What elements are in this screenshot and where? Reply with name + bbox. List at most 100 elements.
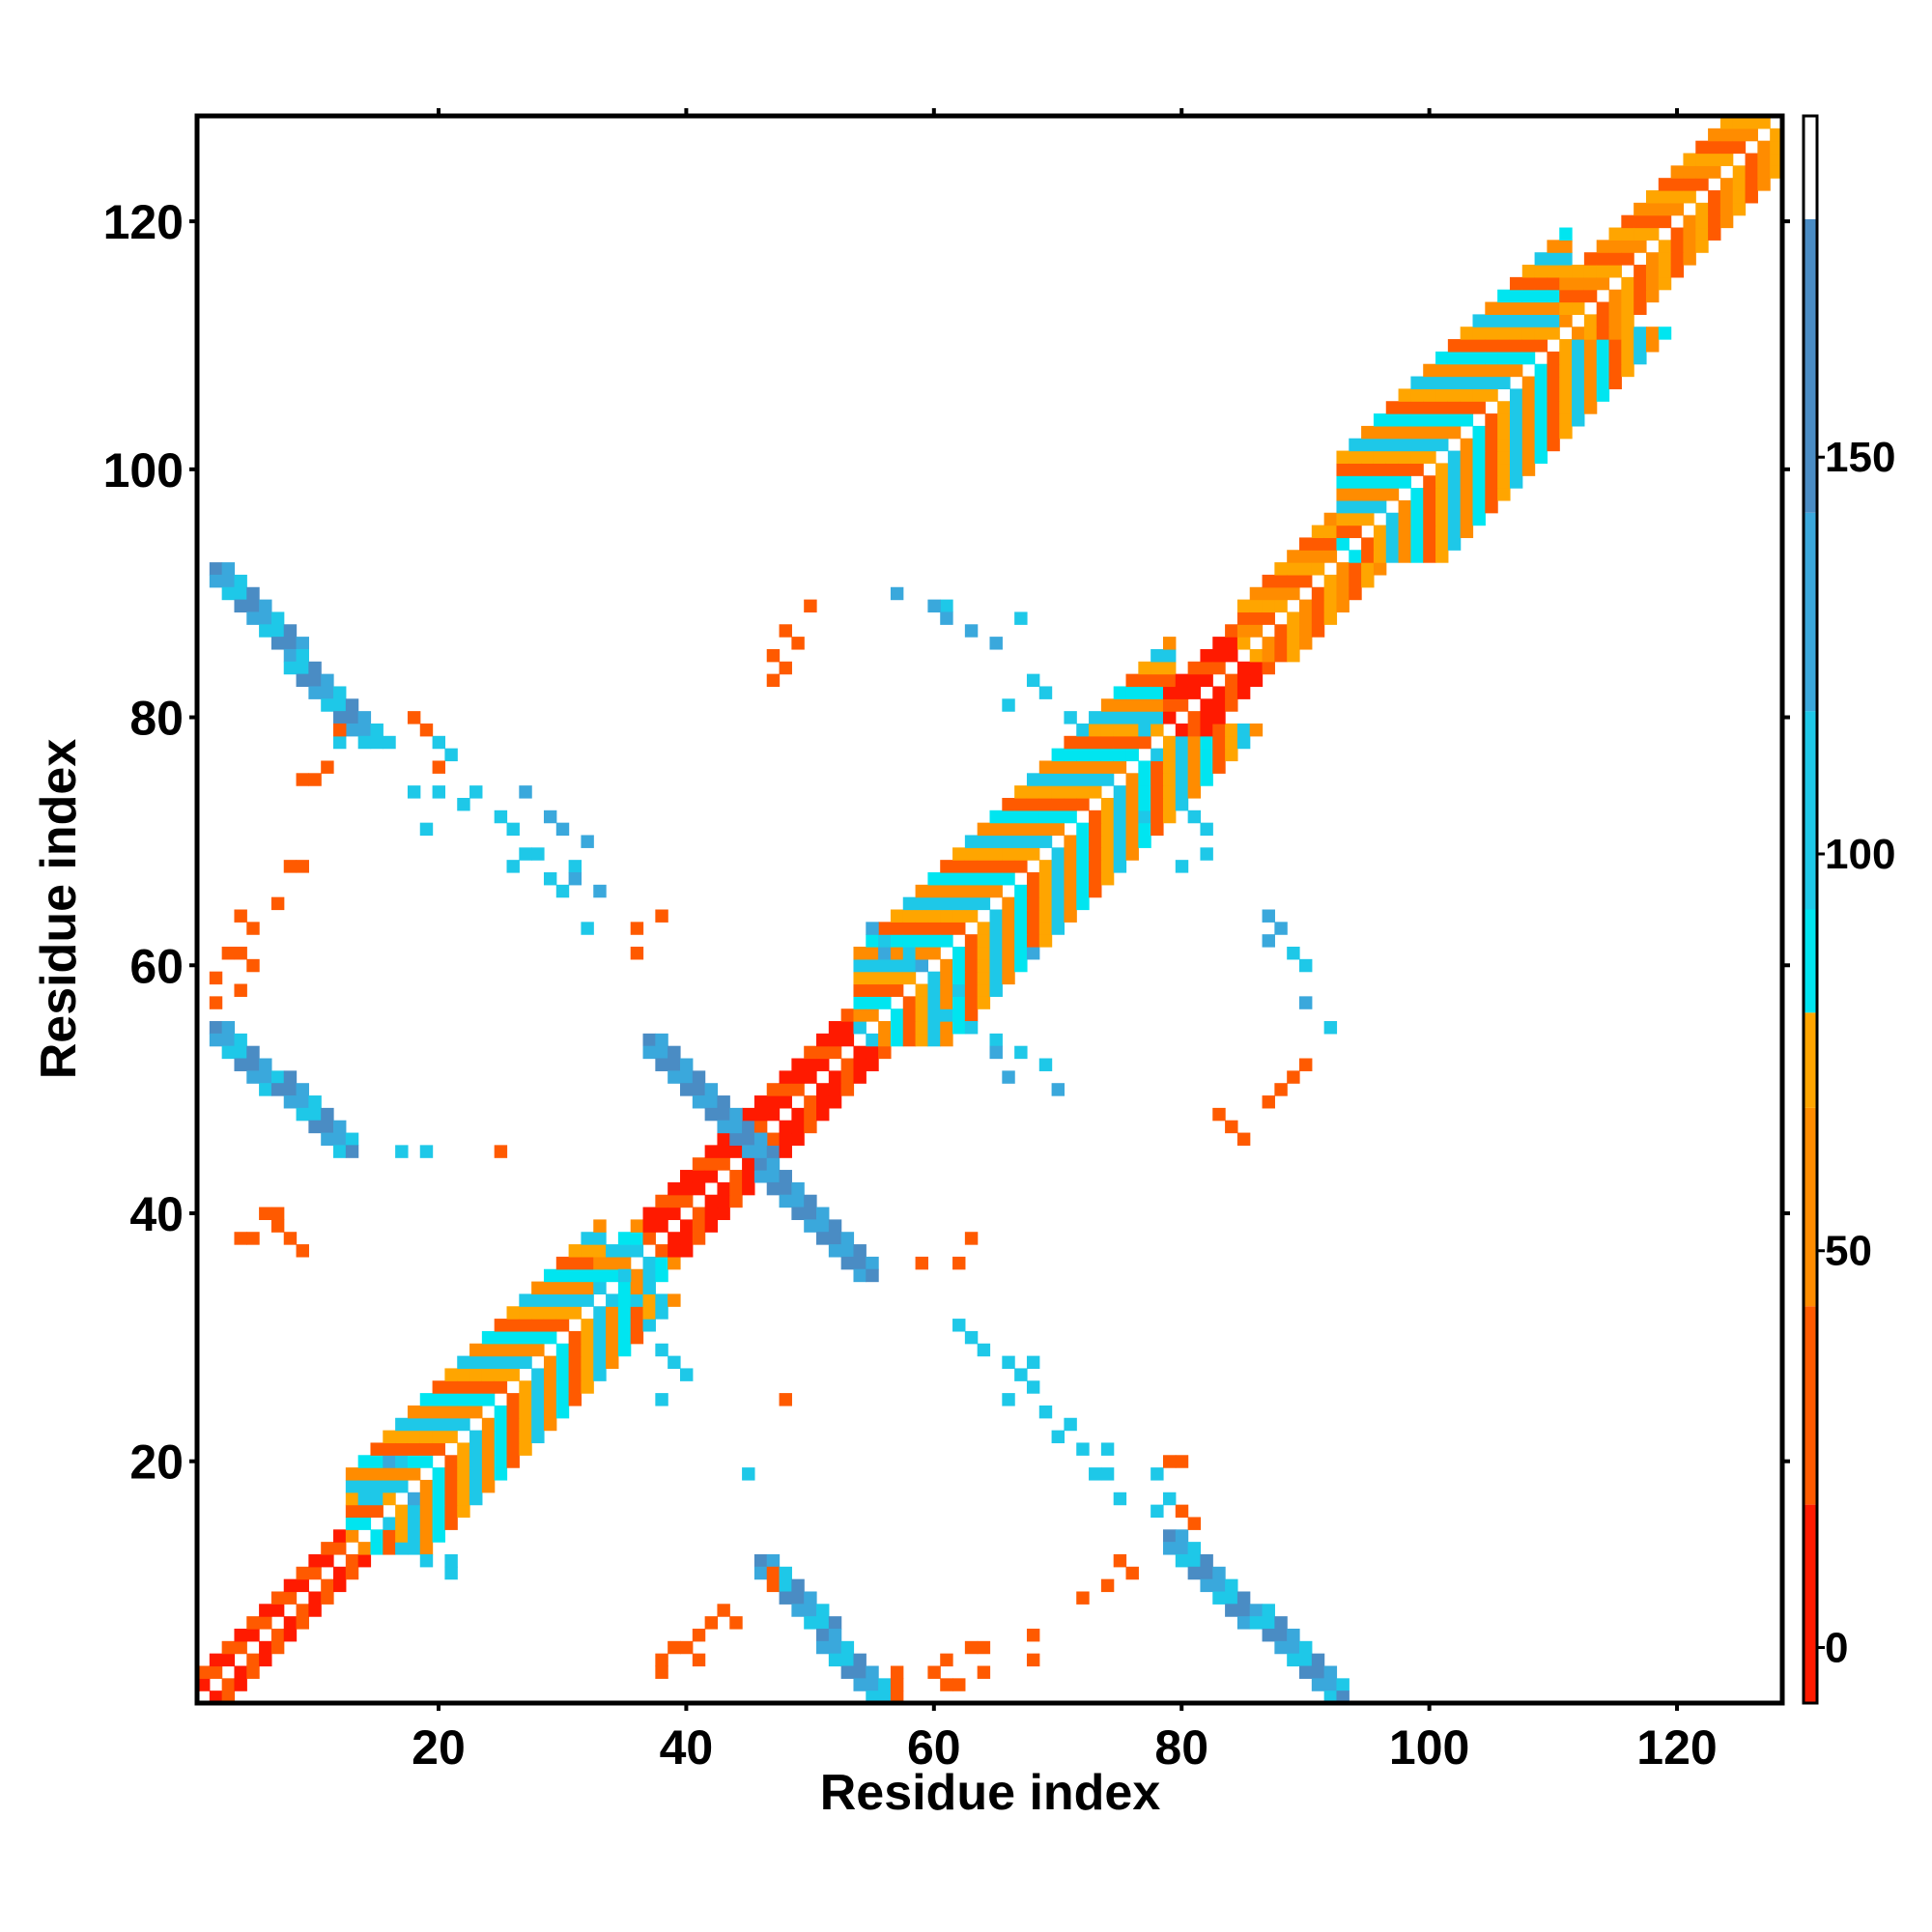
heatmap-cell: [1670, 165, 1685, 179]
heatmap-cell: [1423, 413, 1436, 427]
heatmap-cell: [1472, 376, 1486, 389]
heatmap-cell: [1089, 760, 1102, 774]
heatmap-cell: [1064, 847, 1077, 861]
heatmap-cell: [1262, 599, 1275, 613]
x-tick-label: 100: [1389, 1720, 1469, 1775]
heatmap-cell: [1249, 648, 1264, 663]
heatmap-cell: [668, 1293, 681, 1307]
heatmap-cell: [593, 1268, 607, 1283]
heatmap-cell: [1323, 1678, 1338, 1691]
heatmap-cell: [270, 1207, 285, 1220]
heatmap-cell: [1497, 301, 1511, 315]
heatmap-cell: [866, 971, 879, 985]
heatmap-cell: [878, 922, 892, 935]
heatmap-cell: [989, 884, 1003, 898]
heatmap-cell: [581, 1281, 594, 1295]
heatmap-cell: [1138, 686, 1151, 699]
heatmap-cell: [581, 1293, 594, 1307]
heatmap-cell: [1572, 401, 1585, 414]
heatmap-cell: [383, 1542, 396, 1555]
heatmap-cell: [519, 847, 532, 861]
heatmap-cell: [296, 1107, 309, 1122]
heatmap-cell: [494, 1417, 508, 1432]
heatmap-cell: [1485, 488, 1498, 501]
heatmap-cell: [1423, 388, 1436, 402]
heatmap-cell: [655, 1045, 668, 1060]
heatmap-cell: [1658, 178, 1672, 191]
heatmap-cell: [1038, 686, 1053, 699]
heatmap-cell: [679, 1232, 694, 1245]
heatmap-cell: [1051, 760, 1065, 774]
heatmap-cell: [259, 611, 272, 625]
heatmap-cell: [964, 947, 979, 960]
heatmap-cell: [1534, 276, 1548, 291]
heatmap-cell: [1460, 363, 1474, 378]
heatmap-cell: [853, 971, 867, 985]
heatmap-cell: [209, 1033, 223, 1047]
heatmap-cell: [1162, 1529, 1177, 1543]
heatmap-cell: [1175, 797, 1189, 811]
heatmap-cell: [1608, 314, 1622, 327]
heatmap-cell: [1125, 673, 1139, 688]
heatmap-cell: [494, 1330, 508, 1345]
heatmap-cell: [1447, 463, 1462, 476]
heatmap-cell: [1559, 413, 1573, 427]
heatmap-cell: [753, 1132, 768, 1146]
heatmap-cell: [1151, 748, 1164, 762]
heatmap-cell: [940, 909, 953, 923]
heatmap-cell: [1497, 314, 1511, 327]
heatmap-cell: [1683, 214, 1696, 229]
heatmap-cell: [940, 871, 953, 886]
heatmap-cell: [692, 1207, 706, 1220]
heatmap-cell: [1151, 797, 1164, 811]
heatmap-cell: [432, 785, 446, 799]
heatmap-cell: [1038, 871, 1053, 886]
heatmap-cell: [407, 1467, 421, 1481]
heatmap-cell: [989, 860, 1003, 873]
heatmap-cell: [1212, 711, 1226, 724]
heatmap-cell: [1162, 785, 1177, 799]
heatmap-cell: [519, 1405, 532, 1419]
heatmap-cell: [1572, 413, 1585, 427]
heatmap-cell: [283, 648, 298, 663]
heatmap-cell: [1336, 562, 1350, 576]
heatmap-cell: [395, 1145, 409, 1158]
heatmap-cell: [270, 637, 285, 650]
heatmap-cell: [1509, 450, 1523, 465]
heatmap-cell: [519, 785, 532, 799]
heatmap-cell: [1645, 276, 1660, 291]
heatmap-cell: [1608, 376, 1622, 389]
heatmap-cell: [568, 1306, 582, 1320]
heatmap-cell: [519, 1442, 532, 1456]
heatmap-cell: [1534, 301, 1548, 315]
heatmap-cell: [1497, 289, 1511, 303]
heatmap-cell: [1002, 1393, 1015, 1406]
heatmap-cell: [1089, 773, 1102, 786]
heatmap-cell: [1064, 896, 1077, 911]
heatmap-cell: [1534, 450, 1548, 465]
heatmap-cell: [1472, 463, 1486, 476]
heatmap-cell: [1249, 599, 1264, 613]
heatmap-cell: [543, 1355, 557, 1370]
heatmap-cell: [668, 1181, 681, 1196]
heatmap-cell: [506, 860, 520, 873]
heatmap-cell: [333, 1578, 347, 1593]
heatmap-cell: [1497, 463, 1511, 476]
heatmap-cell: [1583, 339, 1598, 353]
heatmap-cell: [370, 1492, 384, 1506]
heatmap-cell: [828, 1033, 842, 1047]
heatmap-cell: [1151, 785, 1164, 799]
heatmap-cell: [296, 673, 309, 688]
heatmap-cell: [1485, 301, 1498, 315]
heatmap-cell: [853, 1268, 867, 1283]
heatmap-cell: [581, 1232, 594, 1245]
heatmap-cell: [1559, 314, 1573, 327]
heatmap-cell: [1658, 214, 1672, 229]
heatmap-cell: [1521, 327, 1536, 340]
heatmap-cell: [283, 860, 298, 873]
heatmap-cell: [1460, 401, 1474, 414]
heatmap-cell: [964, 896, 979, 911]
heatmap-cell: [270, 1591, 285, 1605]
heatmap-cell: [779, 624, 792, 638]
heatmap-cell: [1187, 1566, 1202, 1580]
